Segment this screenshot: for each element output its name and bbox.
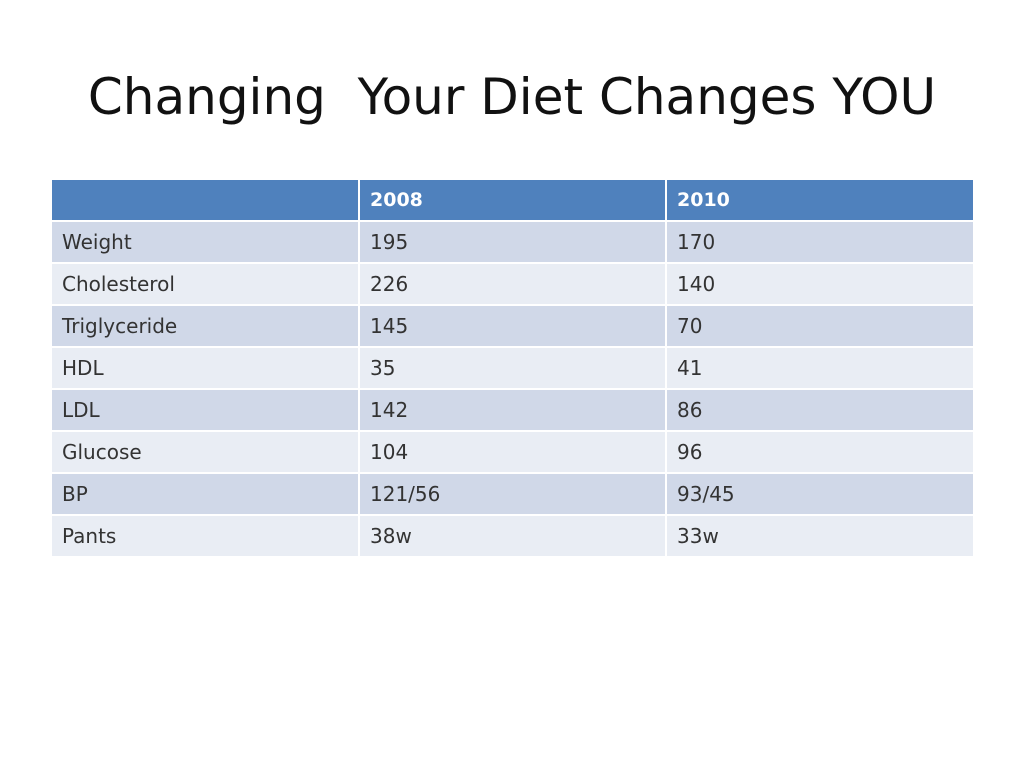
- value-2008: 104: [359, 431, 667, 474]
- value-2008: 121/56: [359, 473, 667, 516]
- value-2010: 140: [666, 263, 973, 306]
- table-row: Pants 38w 33w: [52, 515, 973, 558]
- row-label: Glucose: [52, 431, 360, 474]
- table-row: BP 121/56 93/45: [52, 473, 973, 516]
- value-2010: 170: [666, 221, 973, 264]
- value-2010: 93/45: [666, 473, 973, 516]
- header-cell-2010: 2010: [666, 180, 973, 222]
- table-row: HDL 35 41: [52, 347, 973, 390]
- comparison-table: 2008 2010 Weight 195 170 Cholesterol 226…: [52, 180, 973, 558]
- table-row: Glucose 104 96: [52, 431, 973, 474]
- row-label: BP: [52, 473, 360, 516]
- table-row: Triglyceride 145 70: [52, 305, 973, 348]
- value-2008: 226: [359, 263, 667, 306]
- row-label: LDL: [52, 389, 360, 432]
- value-2008: 38w: [359, 515, 667, 558]
- table-row: Cholesterol 226 140: [52, 263, 973, 306]
- value-2008: 145: [359, 305, 667, 348]
- header-cell-label: [52, 180, 360, 222]
- value-2010: 41: [666, 347, 973, 390]
- value-2008: 35: [359, 347, 667, 390]
- value-2008: 195: [359, 221, 667, 264]
- table-header-row: 2008 2010: [52, 180, 973, 222]
- value-2008: 142: [359, 389, 667, 432]
- value-2010: 86: [666, 389, 973, 432]
- row-label: Weight: [52, 221, 360, 264]
- row-label: Triglyceride: [52, 305, 360, 348]
- row-label: Pants: [52, 515, 360, 558]
- table-row: LDL 142 86: [52, 389, 973, 432]
- value-2010: 33w: [666, 515, 973, 558]
- value-2010: 70: [666, 305, 973, 348]
- table-row: Weight 195 170: [52, 221, 973, 264]
- row-label: Cholesterol: [52, 263, 360, 306]
- slide-title: Changing Your Diet Changes YOU: [87, 68, 937, 126]
- header-cell-2008: 2008: [359, 180, 667, 222]
- value-2010: 96: [666, 431, 973, 474]
- row-label: HDL: [52, 347, 360, 390]
